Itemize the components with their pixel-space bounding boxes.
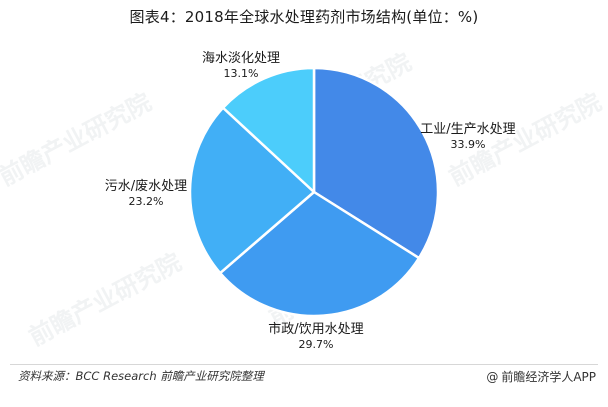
- pie-slice: [221, 66, 316, 194]
- slice-label: 市政/饮用水处理: [268, 321, 363, 337]
- brand: @ 前瞻经济学人APP: [486, 368, 596, 385]
- pie-slice: [218, 190, 421, 318]
- slice-value-label: 23.2%: [129, 195, 164, 208]
- slice-value-label: 13.1%: [224, 67, 259, 80]
- slice-label: 工业/生产水处理: [420, 122, 515, 137]
- source-note: 资料来源：BCC Research 前瞻产业研究院整理: [18, 369, 264, 383]
- at-sign-icon: @: [486, 369, 499, 384]
- slice-label: 污水/废水处理: [105, 178, 187, 194]
- pie-slices: [188, 66, 440, 318]
- slice-value-label: 33.9%: [451, 138, 486, 151]
- footer-divider: [10, 364, 598, 365]
- chart-title: 图表4：2018年全球水处理药剂市场结构(单位：%): [129, 8, 479, 26]
- brand-name: 前瞻经济学人APP: [501, 370, 596, 384]
- slice-label: 海水淡化处理: [202, 51, 280, 66]
- pie-slice: [188, 106, 316, 275]
- slice-value-label: 29.7%: [299, 338, 334, 351]
